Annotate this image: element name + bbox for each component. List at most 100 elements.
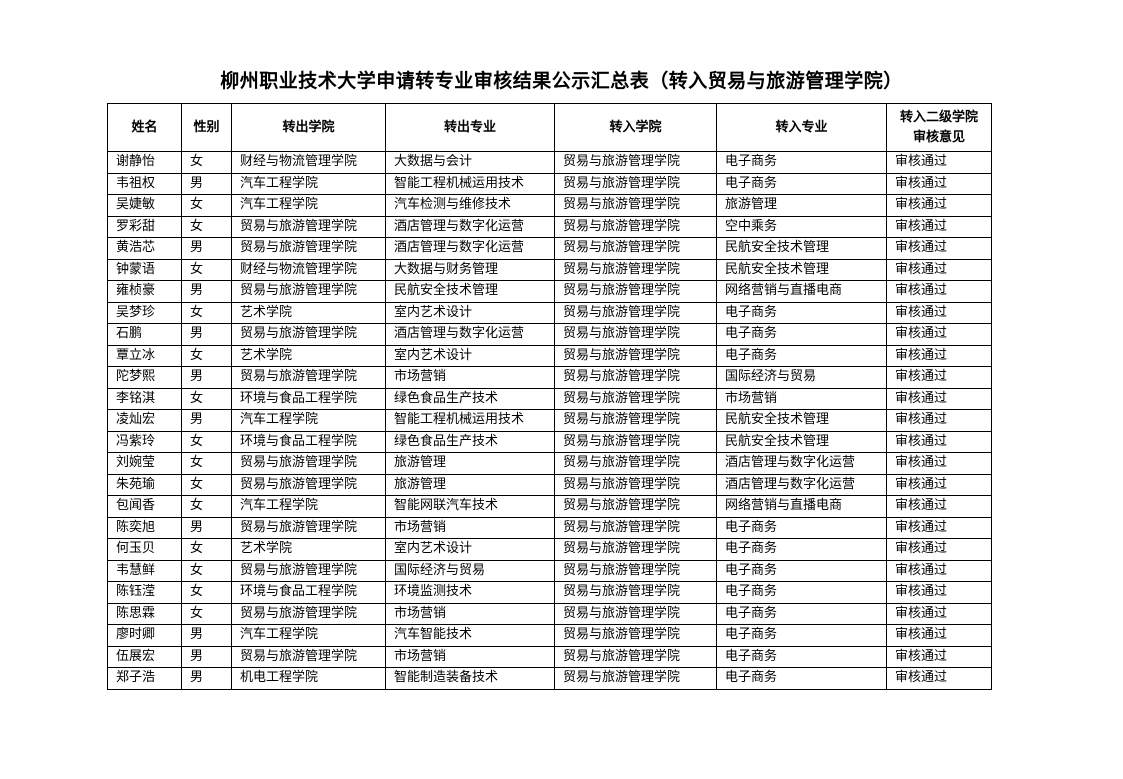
- cell-to-college: 贸易与旅游管理学院: [554, 151, 717, 174]
- table-row: 何玉贝女艺术学院 室内艺术设计 贸易与旅游管理学院 电子商务 审核通过: [107, 538, 992, 561]
- cell-from-major: 室内艺术设计: [385, 538, 555, 561]
- cell-review-result: 审核通过: [886, 215, 992, 238]
- cell-from-major: 绿色食品生产技术: [385, 387, 555, 410]
- cell-to-major: 民航安全技术管理: [716, 237, 887, 260]
- cell-gender: 女: [181, 430, 232, 453]
- cell-review-result: 审核通过: [886, 258, 992, 281]
- header-gender: 性别: [181, 103, 232, 152]
- table-header-row: 姓名 性别 转出学院 转出专业 转入学院 转入专业 转入二级学院 审核意见: [107, 103, 992, 152]
- cell-to-college: 贸易与旅游管理学院: [554, 624, 717, 647]
- cell-review-result: 审核通过: [886, 581, 992, 604]
- cell-name: 冯紫玲: [107, 430, 182, 453]
- table-row: 黄浩芯男贸易与旅游管理学院 酒店管理与数字化运营 贸易与旅游管理学院 民航安全技术管理…: [107, 237, 992, 260]
- cell-gender: 女: [181, 559, 232, 582]
- cell-to-major: 电子商务: [716, 624, 887, 647]
- table-row: 伍展宏男贸易与旅游管理学院 市场营销 贸易与旅游管理学院 电子商务 审核通过: [107, 645, 992, 668]
- table-row: 朱苑瑜女贸易与旅游管理学院 旅游管理 贸易与旅游管理学院 酒店管理与数字化运营 审核通过: [107, 473, 992, 496]
- cell-name: 郑子浩: [107, 667, 182, 690]
- header-to-college: 转入学院: [554, 103, 717, 152]
- cell-review-result: 审核通过: [886, 366, 992, 389]
- cell-from-college: 艺术学院: [231, 301, 386, 324]
- table-row: 郑子浩男机电工程学院 智能制造装备技术 贸易与旅游管理学院 电子商务 审核通过: [107, 667, 992, 690]
- cell-from-college: 财经与物流管理学院: [231, 258, 386, 281]
- cell-from-college: 贸易与旅游管理学院: [231, 473, 386, 496]
- cell-review-result: 审核通过: [886, 624, 992, 647]
- cell-to-college: 贸易与旅游管理学院: [554, 473, 717, 496]
- cell-from-college: 贸易与旅游管理学院: [231, 452, 386, 475]
- header-to-major: 转入专业: [716, 103, 887, 152]
- cell-from-major: 汽车检测与维修技术: [385, 194, 555, 217]
- cell-from-major: 酒店管理与数字化运营: [385, 215, 555, 238]
- cell-gender: 男: [181, 624, 232, 647]
- cell-from-major: 旅游管理: [385, 452, 555, 475]
- cell-to-college: 贸易与旅游管理学院: [554, 301, 717, 324]
- cell-from-major: 大数据与财务管理: [385, 258, 555, 281]
- cell-to-college: 贸易与旅游管理学院: [554, 559, 717, 582]
- cell-name: 陀梦熙: [107, 366, 182, 389]
- cell-to-college: 贸易与旅游管理学院: [554, 215, 717, 238]
- cell-to-college: 贸易与旅游管理学院: [554, 387, 717, 410]
- cell-to-major: 电子商务: [716, 645, 887, 668]
- cell-gender: 男: [181, 516, 232, 539]
- cell-review-result: 审核通过: [886, 452, 992, 475]
- cell-review-result: 审核通过: [886, 172, 992, 195]
- table-row: 包闻香女汽车工程学院 智能网联汽车技术 贸易与旅游管理学院 网络营销与直播电商 审核通过: [107, 495, 992, 518]
- cell-from-major: 旅游管理: [385, 473, 555, 496]
- cell-to-major: 电子商务: [716, 172, 887, 195]
- cell-to-college: 贸易与旅游管理学院: [554, 344, 717, 367]
- cell-from-major: 环境监测技术: [385, 581, 555, 604]
- cell-gender: 男: [181, 237, 232, 260]
- cell-review-result: 审核通过: [886, 151, 992, 174]
- cell-review-result: 审核通过: [886, 516, 992, 539]
- table-row: 韦祖权男汽车工程学院 智能工程机械运用技术 贸易与旅游管理学院 电子商务 审核通过: [107, 172, 992, 195]
- cell-gender: 女: [181, 473, 232, 496]
- cell-gender: 女: [181, 495, 232, 518]
- cell-gender: 男: [181, 280, 232, 303]
- cell-to-college: 贸易与旅游管理学院: [554, 323, 717, 346]
- cell-name: 覃立冰: [107, 344, 182, 367]
- table-row: 廖时卿男汽车工程学院 汽车智能技术 贸易与旅游管理学院 电子商务 审核通过: [107, 624, 992, 647]
- cell-review-result: 审核通过: [886, 602, 992, 625]
- cell-to-major: 民航安全技术管理: [716, 430, 887, 453]
- cell-from-college: 环境与食品工程学院: [231, 387, 386, 410]
- cell-to-college: 贸易与旅游管理学院: [554, 452, 717, 475]
- cell-to-major: 电子商务: [716, 151, 887, 174]
- cell-gender: 女: [181, 215, 232, 238]
- cell-name: 吴梦珍: [107, 301, 182, 324]
- cell-gender: 男: [181, 409, 232, 432]
- cell-from-major: 民航安全技术管理: [385, 280, 555, 303]
- cell-to-major: 电子商务: [716, 602, 887, 625]
- cell-name: 陈思霖: [107, 602, 182, 625]
- table-row: 陈思霖女贸易与旅游管理学院 市场营销 贸易与旅游管理学院 电子商务 审核通过: [107, 602, 992, 625]
- cell-name: 黄浩芯: [107, 237, 182, 260]
- cell-name: 凌灿宏: [107, 409, 182, 432]
- cell-gender: 女: [181, 151, 232, 174]
- cell-name: 包闻香: [107, 495, 182, 518]
- cell-review-result: 审核通过: [886, 280, 992, 303]
- cell-review-result: 审核通过: [886, 667, 992, 690]
- cell-name: 何玉贝: [107, 538, 182, 561]
- cell-name: 韦祖权: [107, 172, 182, 195]
- cell-from-major: 大数据与会计: [385, 151, 555, 174]
- table-row: 吴婕敏女汽车工程学院 汽车检测与维修技术 贸易与旅游管理学院 旅游管理 审核通过: [107, 194, 992, 217]
- cell-to-major: 旅游管理: [716, 194, 887, 217]
- cell-review-result: 审核通过: [886, 473, 992, 496]
- cell-to-major: 酒店管理与数字化运营: [716, 452, 887, 475]
- cell-to-college: 贸易与旅游管理学院: [554, 667, 717, 690]
- cell-to-college: 贸易与旅游管理学院: [554, 194, 717, 217]
- table-row: 罗彩甜女贸易与旅游管理学院 酒店管理与数字化运营 贸易与旅游管理学院 空中乘务 审核通过: [107, 215, 992, 238]
- cell-to-college: 贸易与旅游管理学院: [554, 409, 717, 432]
- transfer-results-table: 姓名 性别 转出学院 转出专业 转入学院 转入专业 转入二级学院 审核意见 谢静怡…: [107, 103, 992, 690]
- cell-from-college: 汽车工程学院: [231, 194, 386, 217]
- cell-gender: 女: [181, 344, 232, 367]
- cell-from-college: 贸易与旅游管理学院: [231, 215, 386, 238]
- table-row: 冯紫玲女环境与食品工程学院 绿色食品生产技术 贸易与旅游管理学院 民航安全技术管理 审核…: [107, 430, 992, 453]
- cell-name: 韦慧鲜: [107, 559, 182, 582]
- cell-name: 石鹏: [107, 323, 182, 346]
- cell-to-college: 贸易与旅游管理学院: [554, 258, 717, 281]
- cell-to-major: 市场营销: [716, 387, 887, 410]
- cell-to-college: 贸易与旅游管理学院: [554, 280, 717, 303]
- header-review-line2: 审核意见: [912, 129, 965, 145]
- cell-from-college: 汽车工程学院: [231, 495, 386, 518]
- cell-to-major: 民航安全技术管理: [716, 258, 887, 281]
